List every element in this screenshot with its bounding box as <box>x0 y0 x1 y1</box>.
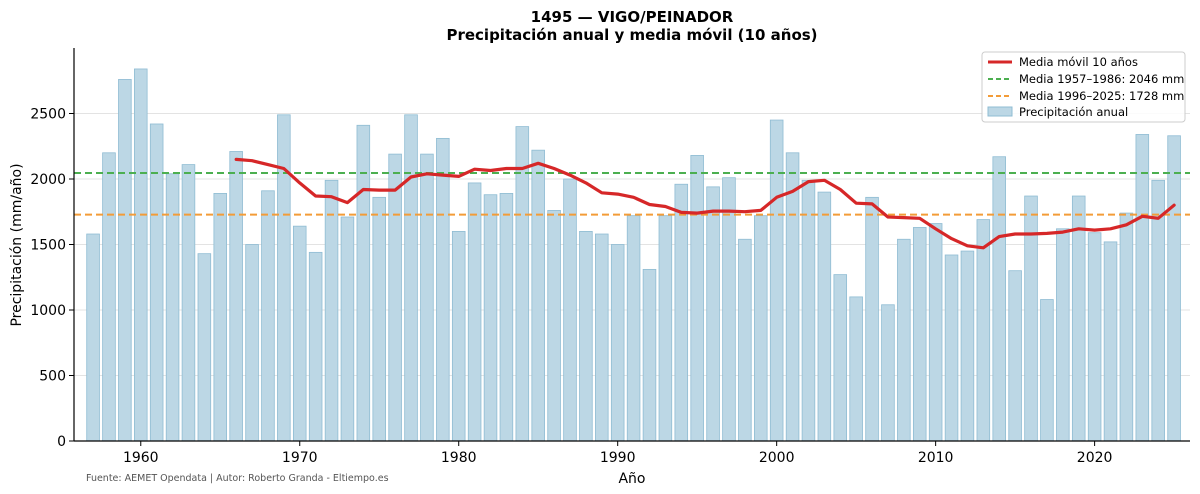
bar-1960 <box>134 68 148 442</box>
bar-1959 <box>118 79 132 442</box>
x-tick-label-2020: 2020 <box>1077 450 1113 466</box>
bar-1972 <box>324 179 339 442</box>
y-tick-label-0: 0 <box>57 434 66 450</box>
bar-2011 <box>944 254 959 442</box>
bar-2000 <box>769 119 784 442</box>
bar-1994 <box>674 183 689 442</box>
bar-1957 <box>86 233 100 442</box>
bar-1966 <box>229 151 243 442</box>
bar-1967 <box>245 244 259 442</box>
legend-box <box>981 51 1186 123</box>
bar-2004 <box>833 274 848 442</box>
chart-subtitle: Precipitación anual y media móvil (10 añ… <box>446 26 817 44</box>
bar-2006 <box>865 196 879 442</box>
bar-1968 <box>261 190 275 442</box>
y-tick-label-2500: 2500 <box>30 107 66 123</box>
legend-label-mean-1957-1986: Media 1957–1986: 2046 mm <box>1019 72 1184 86</box>
bar-2021 <box>1103 241 1118 442</box>
legend-label-moving-average: Media móvil 10 años <box>1019 55 1138 69</box>
legend-swatch-annual <box>987 106 1013 117</box>
bar-2019 <box>1071 195 1086 442</box>
x-axis-label: Año <box>618 471 645 487</box>
bar-1965 <box>213 193 228 442</box>
bar-1987 <box>563 178 577 442</box>
bar-1976 <box>388 153 402 442</box>
x-tick-label-1970: 1970 <box>282 450 318 466</box>
bar-2014 <box>992 156 1006 442</box>
bar-1983 <box>499 193 514 442</box>
bar-1971 <box>308 251 323 442</box>
bar-1992 <box>642 268 657 442</box>
source-note: Fuente: AEMET Opendata | Autor: Roberto … <box>86 473 389 484</box>
bar-1981 <box>467 182 482 442</box>
bar-1997 <box>722 177 736 442</box>
bar-1964 <box>197 253 212 442</box>
bar-1970 <box>292 225 307 442</box>
bar-2012 <box>960 250 975 442</box>
legend-label-annual: Precipitación anual <box>1019 105 1128 119</box>
reference-lines-group <box>74 171 1190 216</box>
bar-1989 <box>595 233 609 442</box>
chart-title: 1495 — VIGO/PEINADOR <box>531 8 734 26</box>
bar-2003 <box>817 191 832 442</box>
bar-2020 <box>1087 232 1102 442</box>
bar-2017 <box>1040 299 1054 442</box>
y-tick-label-2000: 2000 <box>30 172 66 188</box>
x-tick-label-1980: 1980 <box>441 450 477 466</box>
bar-1998 <box>738 238 752 442</box>
x-tick-label-1960: 1960 <box>123 450 159 466</box>
bar-1969 <box>277 114 291 442</box>
bar-1982 <box>483 194 498 442</box>
bar-1975 <box>372 196 386 442</box>
bar-2005 <box>849 296 863 442</box>
bar-1999 <box>754 215 768 442</box>
bar-2010 <box>928 223 943 442</box>
bar-2009 <box>912 227 927 442</box>
moving-average-line <box>234 157 1176 250</box>
bar-2018 <box>1056 228 1070 442</box>
bar-1991 <box>626 215 641 442</box>
bar-1977 <box>404 114 418 442</box>
bar-1996 <box>706 186 720 442</box>
bar-1986 <box>547 210 561 442</box>
bar-2022 <box>1119 212 1134 442</box>
y-axis-label: Precipitación (mm/año) <box>9 163 25 326</box>
legend: Media móvil 10 años Media 1957–1986: 204… <box>981 51 1186 123</box>
x-tick-label-2010: 2010 <box>918 450 954 466</box>
bars-group <box>86 68 1181 442</box>
bar-2001 <box>785 152 800 442</box>
bar-1993 <box>658 215 673 442</box>
bar-2023 <box>1135 134 1150 442</box>
x-tick-label-1990: 1990 <box>600 450 636 466</box>
y-tick-label-1500: 1500 <box>30 238 66 254</box>
bar-1958 <box>102 152 116 442</box>
y-tick-label-1000: 1000 <box>30 303 66 319</box>
bar-1985 <box>531 149 545 442</box>
bar-1961 <box>149 123 164 442</box>
x-tick-label-2000: 2000 <box>759 450 795 466</box>
bar-1988 <box>579 230 593 442</box>
bar-2025 <box>1167 135 1181 442</box>
bar-2015 <box>1008 270 1022 442</box>
bar-2008 <box>897 238 911 442</box>
bar-1995 <box>690 155 704 442</box>
bar-2013 <box>976 219 991 442</box>
bar-1990 <box>610 244 625 442</box>
legend-label-mean-1996-2025: Media 1996–2025: 1728 mm <box>1019 89 1184 103</box>
bar-1973 <box>340 216 355 442</box>
bar-1979 <box>436 137 450 442</box>
bar-1980 <box>451 230 466 442</box>
bar-2002 <box>801 179 816 442</box>
bar-1963 <box>181 164 196 442</box>
bar-2007 <box>881 304 895 442</box>
y-tick-label-500: 500 <box>39 369 66 385</box>
bar-1978 <box>420 153 434 442</box>
moving-average-group <box>234 157 1176 250</box>
tick-labels: 0 500 1000 1500 2000 2500 1960 1970 1980 1990 2000… <box>30 107 1112 467</box>
